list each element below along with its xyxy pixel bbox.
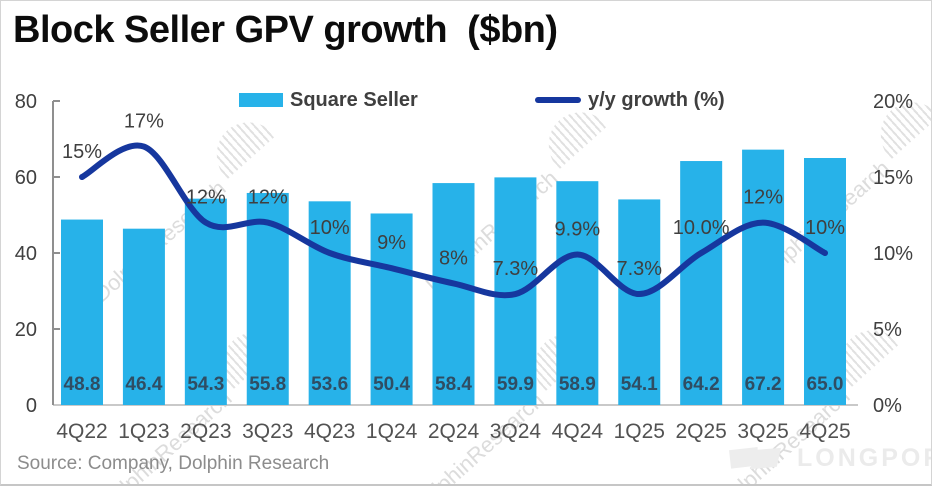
growth-label: 8% — [439, 247, 468, 269]
x-axis-label: 3Q25 — [737, 420, 788, 443]
growth-line — [79, 142, 828, 299]
bar-value-label: 54.3 — [187, 374, 224, 395]
growth-label: 15% — [62, 141, 102, 163]
growth-label: 12% — [186, 187, 226, 209]
growth-label: 7.3% — [616, 258, 662, 280]
growth-label: 7.3% — [493, 258, 539, 280]
growth-label: 10.0% — [673, 217, 730, 239]
growth-label: 17% — [124, 111, 164, 133]
x-axis-label: 4Q25 — [799, 420, 850, 443]
bar-2Q25[interactable] — [680, 161, 723, 405]
left-axis-label: 80 — [15, 91, 37, 113]
bar-3Q25[interactable] — [742, 149, 785, 405]
bar-value-label: 55.8 — [249, 374, 286, 395]
left-axis-label: 40 — [15, 243, 37, 265]
left-axis-label: 0 — [26, 395, 37, 417]
x-axis-label: 4Q22 — [56, 420, 107, 443]
x-axis-label: 4Q23 — [304, 420, 355, 443]
bar-1Q25[interactable] — [618, 199, 661, 405]
x-axis-label: 2Q24 — [428, 420, 480, 443]
source-note: Source: Company, Dolphin Research — [17, 453, 330, 474]
left-axis-label: 20 — [15, 319, 37, 341]
bar-value-label: 50.4 — [373, 374, 410, 395]
legend-bar-label: Square Seller — [290, 88, 418, 111]
bar-value-label: 59.9 — [497, 374, 534, 395]
bar-value-label: 58.4 — [435, 374, 472, 395]
right-axis-label: 5% — [873, 319, 902, 341]
longport-wordmark: LONGPORT — [797, 444, 931, 472]
bar-value-label: 53.6 — [311, 374, 348, 395]
growth-label: 9.9% — [555, 219, 601, 241]
bar-value-label: 64.2 — [683, 374, 720, 395]
bar-value-label: 58.9 — [559, 374, 596, 395]
x-axis-label: 2Q25 — [675, 420, 726, 443]
right-axis-label: 15% — [873, 167, 913, 189]
legend-bar-swatch — [239, 93, 283, 107]
bar-2Q24[interactable] — [432, 183, 475, 405]
x-axis-label: 2Q23 — [180, 420, 231, 443]
legend-line-swatch — [535, 97, 581, 103]
right-axis-label: 0% — [873, 395, 902, 417]
longport-flag-icon — [729, 447, 781, 470]
bar-4Q23[interactable] — [308, 201, 351, 405]
bar-value-label: 65.0 — [807, 374, 844, 395]
legend-item-square-seller[interactable]: Square Seller — [239, 88, 418, 112]
longport-logo: LONGPORT — [729, 444, 931, 473]
bar-1Q24[interactable] — [370, 213, 413, 405]
legend-item-yy-growth[interactable]: y/y growth (%) — [535, 88, 725, 112]
bar-4Q22[interactable] — [61, 219, 103, 405]
x-axis-label: 1Q24 — [366, 420, 418, 443]
right-axis-label: 10% — [873, 243, 913, 265]
right-axis-label: 20% — [873, 91, 913, 113]
x-axis-label: 1Q23 — [118, 420, 169, 443]
growth-label: 10% — [805, 217, 845, 239]
growth-label: 9% — [377, 232, 406, 254]
page-title: Block Seller GPV growth ($bn) — [13, 9, 558, 51]
bar-value-label: 48.8 — [64, 374, 101, 395]
bar-4Q24[interactable] — [556, 181, 599, 405]
growth-label: 12% — [248, 187, 288, 209]
growth-label: 10% — [310, 217, 350, 239]
bar-1Q23[interactable] — [122, 228, 165, 405]
bar-4Q25[interactable] — [804, 158, 846, 405]
bar-value-label: 46.4 — [125, 374, 162, 395]
bar-value-label: 67.2 — [745, 374, 782, 395]
bar-2Q23[interactable] — [184, 198, 227, 405]
x-axis-label: 3Q23 — [242, 420, 293, 443]
bar-value-label: 54.1 — [621, 374, 658, 395]
legend-line-label: y/y growth (%) — [588, 88, 725, 111]
x-axis-label: 1Q25 — [614, 420, 665, 443]
x-axis-label: 3Q24 — [490, 420, 542, 443]
growth-label: 12% — [743, 187, 783, 209]
x-axis-label: 4Q24 — [552, 420, 604, 443]
left-axis-label: 60 — [15, 167, 37, 189]
